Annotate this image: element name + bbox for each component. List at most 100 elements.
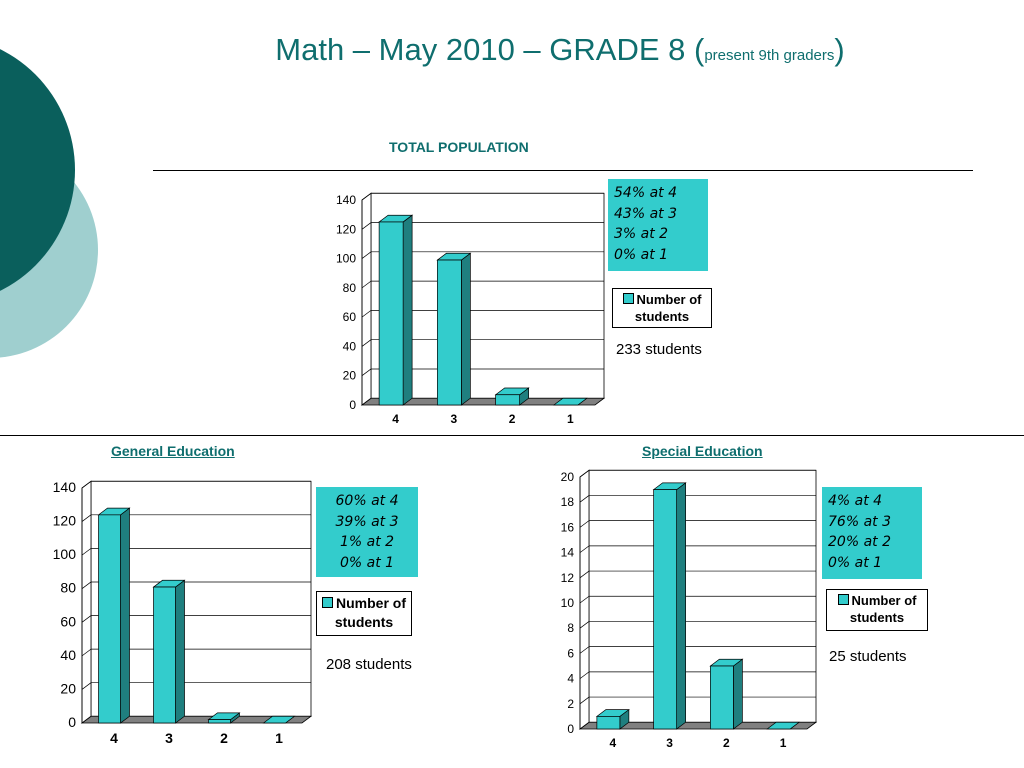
x-tick-label: 3: [451, 412, 458, 426]
y-tick-label: 2: [567, 697, 574, 711]
special-education-chart: 0 2 4 6 8 10 12 14 16 18 20 4 3 2 1: [561, 469, 818, 750]
y-tick-label: 4: [567, 672, 574, 686]
legend-label: students: [849, 610, 905, 625]
y-tick-label: 120: [53, 513, 77, 529]
decorative-circles: [0, 49, 98, 358]
x-tick-label: 1: [567, 412, 574, 426]
top-divider: [153, 170, 973, 171]
general-note-line: 0% at 1: [339, 554, 395, 571]
title-close: ): [834, 32, 845, 67]
special-note-line: 4% at 4: [828, 493, 883, 509]
general-note-line: 1% at 2: [339, 534, 395, 550]
x-tick-label: 4: [392, 412, 399, 426]
bar-side: [402, 214, 413, 406]
y-tick-label: 140: [53, 479, 77, 495]
dark-circle: [0, 49, 75, 291]
general-note-line: 39% at 3: [335, 513, 399, 530]
y-tick-label: 40: [60, 647, 76, 663]
gridline: [579, 545, 590, 553]
special-note: 4% at 4 76% at 3 20% at 2 0% at 1: [822, 487, 922, 579]
gridline: [361, 339, 372, 347]
total-heading: TOTAL POPULATION: [389, 139, 529, 155]
bar-top: [262, 715, 296, 724]
gridline: [579, 570, 590, 579]
legend-label: Number of: [851, 593, 917, 608]
gridline: [81, 548, 92, 556]
general-legend: Number of students: [316, 591, 412, 636]
legend-label: Number of: [336, 595, 406, 611]
x-tick-label: 1: [275, 730, 283, 746]
bar-side: [733, 658, 743, 730]
title-main: Math – May 2010 – GRADE 8 (: [275, 32, 705, 67]
legend-label: students: [334, 614, 394, 630]
gridline: [361, 251, 372, 259]
gridline: [579, 621, 590, 629]
bar-side: [461, 252, 471, 406]
plot-side-wall: [361, 192, 372, 406]
gridline: [361, 280, 372, 289]
special-count: 25 students: [829, 648, 907, 665]
y-tick-label: 0: [567, 722, 574, 736]
bar: [378, 221, 404, 406]
general-note-line: 60% at 4: [335, 493, 399, 509]
bar-side: [120, 507, 130, 724]
gridline: [579, 495, 590, 503]
bar: [98, 514, 121, 724]
gridline: [579, 595, 590, 604]
bar-top: [766, 721, 801, 730]
legend-swatch: [837, 594, 849, 605]
special-note-line: 20% at 2: [828, 534, 891, 550]
gridline: [81, 581, 92, 589]
y-tick-label: 20: [343, 369, 357, 383]
total-population-chart: 0 20 40 60 80 100 120 140 4 3 2 1: [336, 192, 606, 426]
bar: [208, 719, 231, 724]
general-heading: General Education: [111, 443, 235, 459]
general-note: 60% at 4 39% at 3 1% at 2 0% at 1: [316, 487, 418, 577]
gridline: [81, 514, 92, 522]
gridline: [361, 192, 372, 201]
y-tick-label: 80: [343, 281, 357, 295]
page-title: Math – May 2010 – GRADE 8 (present 9th g…: [150, 32, 970, 68]
y-tick-label: 20: [561, 470, 575, 484]
bar-top: [552, 397, 588, 406]
total-note: 54% at 4 43% at 3 3% at 2 0% at 1: [608, 179, 708, 271]
gridline: [81, 682, 92, 690]
general-education-chart: 0 20 40 60 80 100 120 140 4 3 2 1: [53, 479, 313, 746]
legend-label: Number of: [636, 292, 702, 307]
y-tick-label: 120: [336, 222, 356, 236]
total-note-line: 3% at 2: [614, 226, 669, 242]
total-legend: Number of students: [612, 288, 712, 328]
legend-swatch: [322, 597, 333, 608]
y-tick-label: 14: [561, 546, 575, 560]
plot-side-wall: [81, 480, 92, 724]
x-tick-label: 4: [610, 736, 617, 750]
y-tick-label: 16: [561, 520, 575, 534]
x-tick-label: 1: [780, 736, 787, 750]
x-tick-label: 3: [666, 736, 673, 750]
y-tick-label: 6: [567, 646, 574, 660]
total-count: 233 students: [616, 341, 702, 358]
x-tick-label: 4: [110, 730, 118, 746]
x-tick-label: 2: [723, 736, 730, 750]
gridline: [81, 480, 92, 489]
gridline: [361, 310, 372, 318]
special-note-line: 76% at 3: [828, 513, 891, 530]
legend-swatch: [622, 293, 634, 304]
gridline: [579, 469, 590, 478]
title-sub: present 9th graders: [704, 47, 835, 64]
gridline: [361, 368, 372, 376]
gridline: [81, 615, 92, 623]
y-tick-label: 140: [336, 193, 356, 207]
y-tick-label: 0: [349, 398, 356, 412]
bar: [153, 586, 176, 724]
bar-side: [676, 482, 686, 730]
middle-divider: [0, 435, 1024, 436]
y-tick-label: 60: [60, 613, 76, 629]
y-tick-label: 8: [567, 621, 574, 635]
gridline: [579, 520, 590, 528]
y-tick-label: 10: [561, 596, 575, 610]
gridline: [361, 222, 372, 230]
special-legend: Number of students: [826, 589, 928, 631]
bar: [495, 394, 520, 406]
special-heading: Special Education: [642, 443, 763, 459]
